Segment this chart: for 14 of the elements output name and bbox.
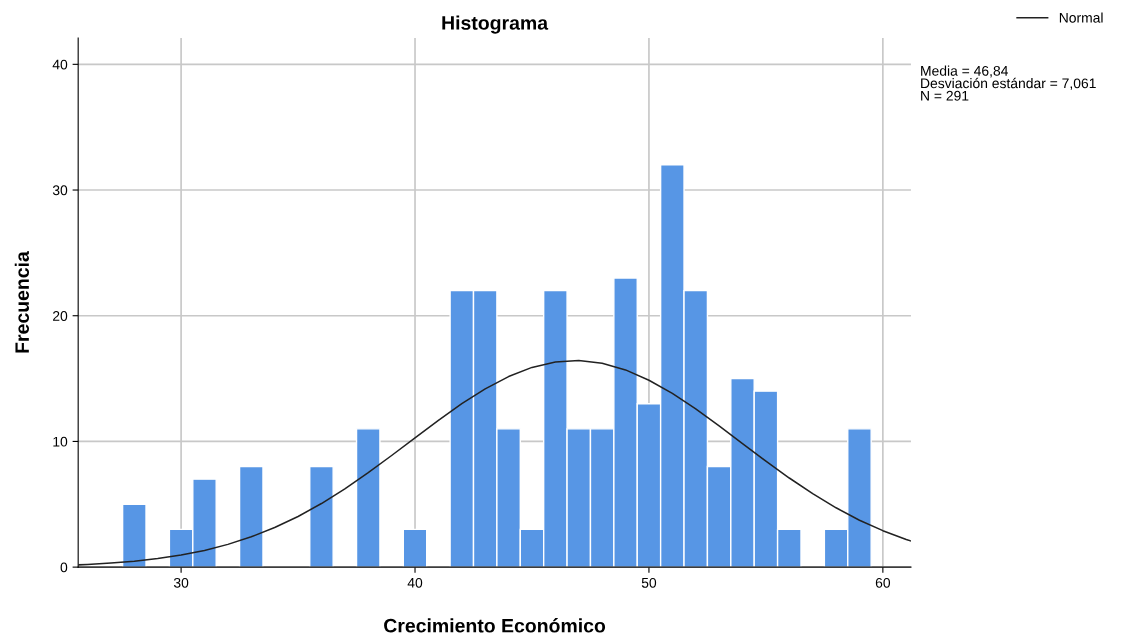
text: Media = 46,84 Desviación estándar = 7,061 N = 291 — [921, 65, 1096, 101]
x-tick-label: 30 — [173, 577, 189, 588]
y-axis-title: Frecuencia — [14, 251, 30, 353]
x-tick-label: 60 — [875, 577, 891, 588]
y-tick-label: 20 — [53, 311, 68, 321]
x-axis-title: Crecimiento Económico — [384, 618, 606, 633]
x-tick-label: 50 — [641, 577, 657, 588]
y-tick-label: 40 — [52, 59, 68, 70]
y-tick-label: 30 — [52, 185, 68, 196]
y-tick-label: 10 — [53, 436, 68, 447]
y-tick-label: 0 — [60, 562, 68, 573]
x-tick-label: 40 — [407, 577, 423, 588]
legend-label: Normal — [1059, 12, 1103, 23]
chart-title: Histograma — [442, 15, 549, 34]
